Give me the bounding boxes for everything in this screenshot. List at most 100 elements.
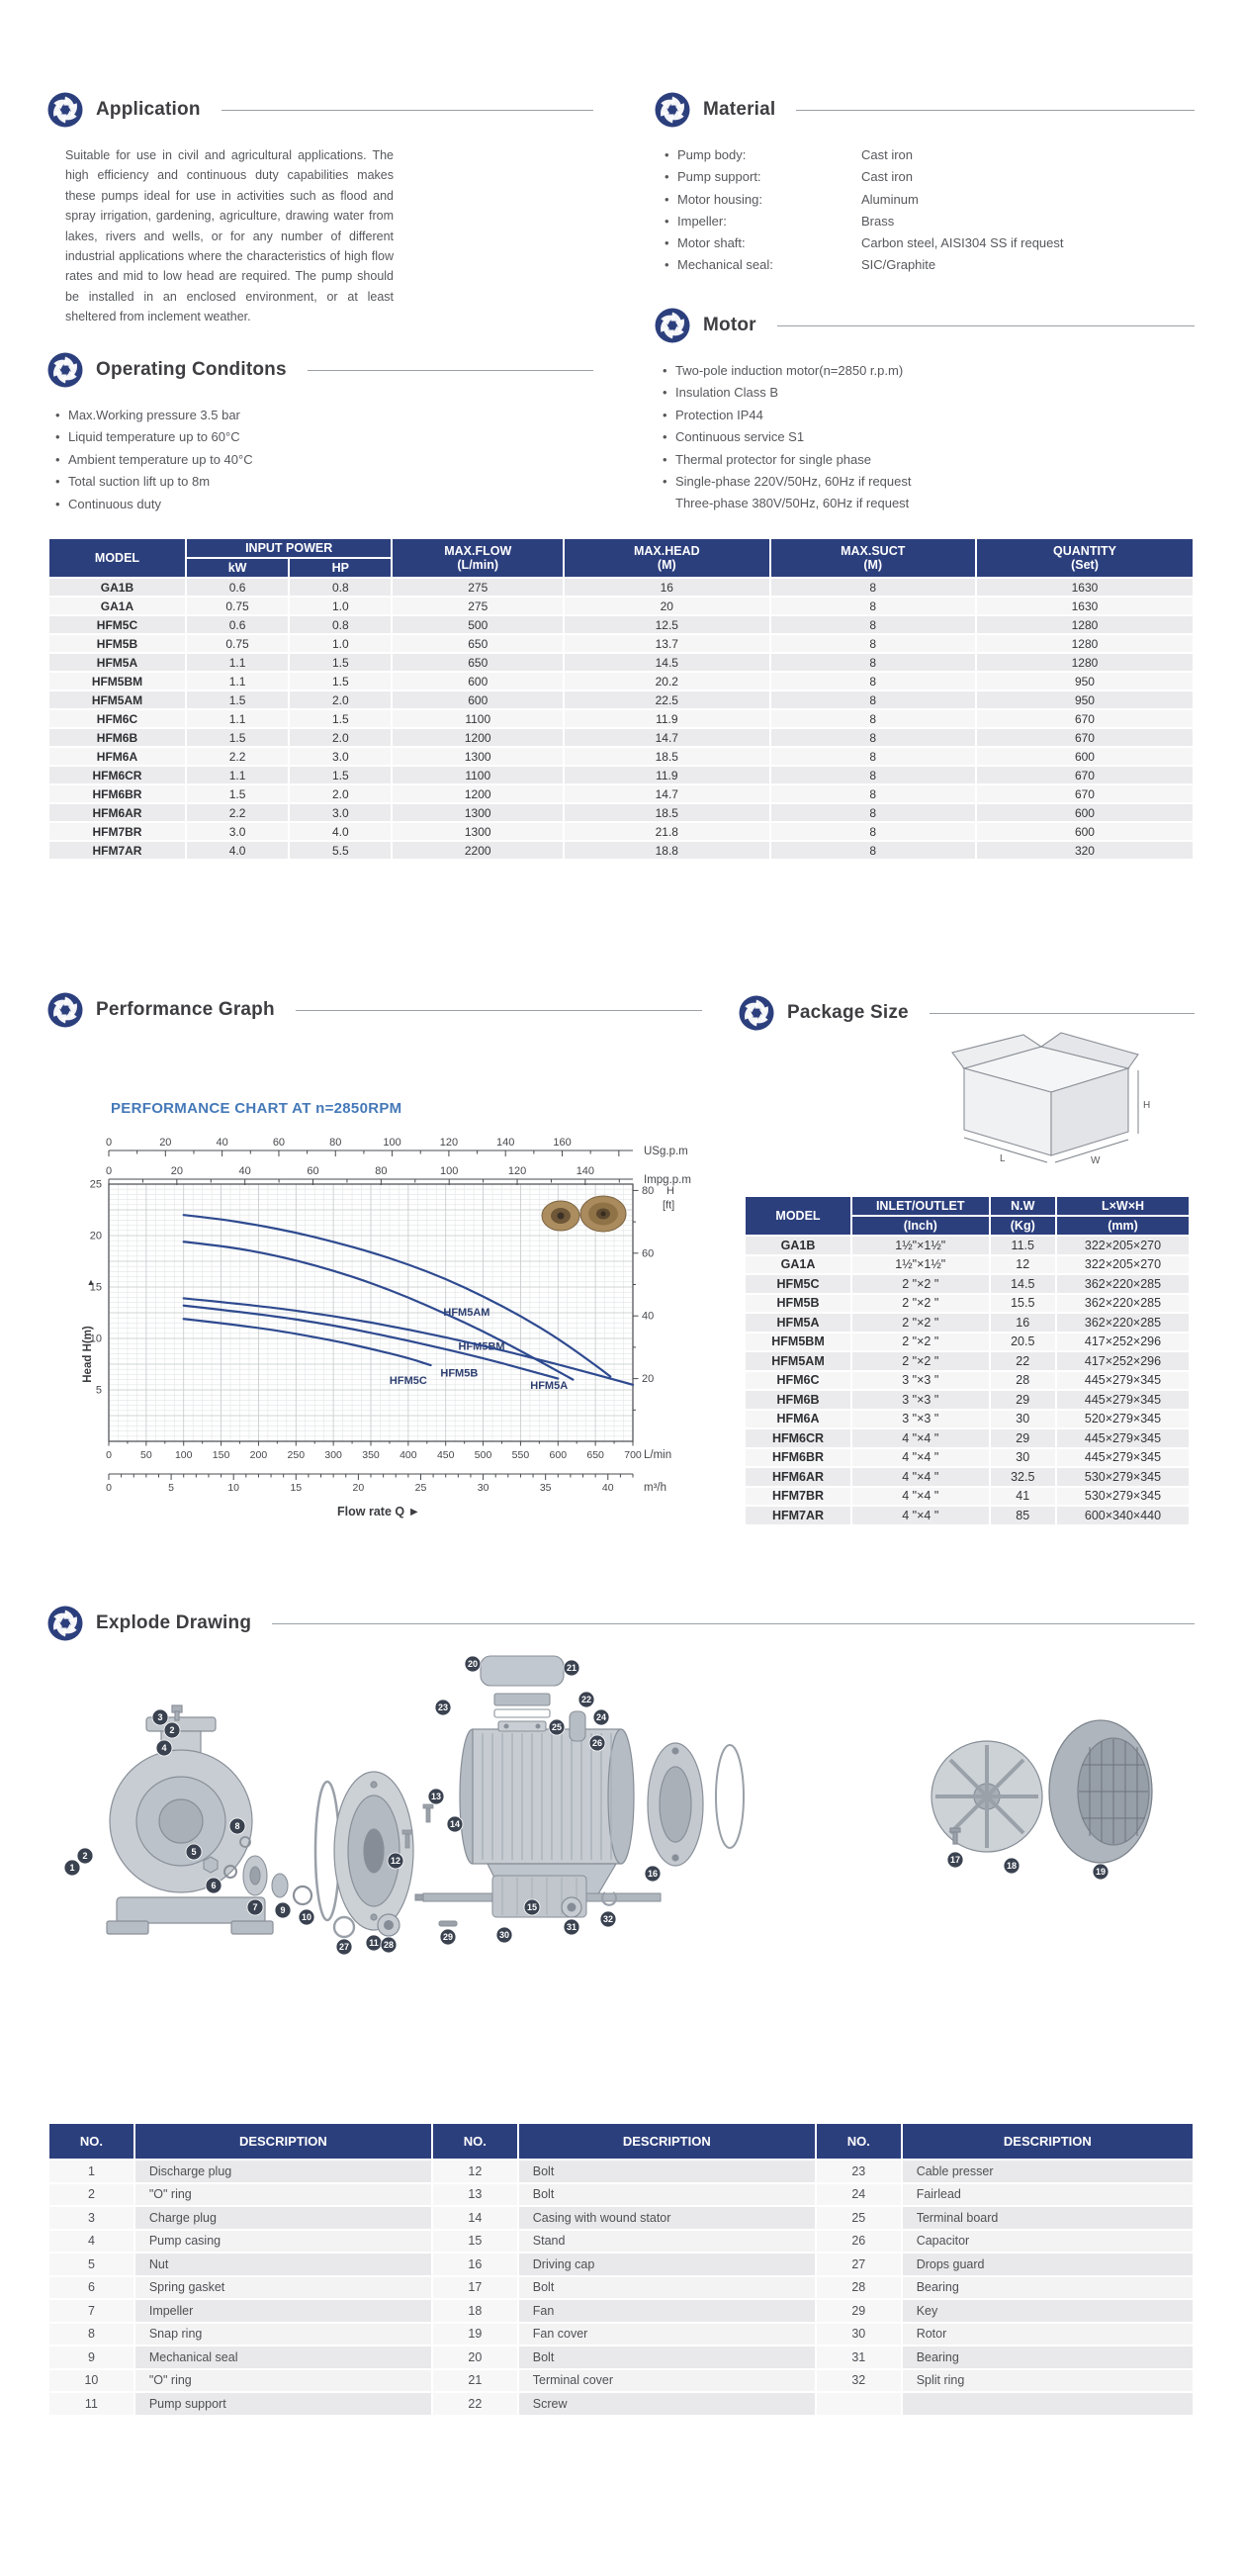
impeller-logo-icon [739,995,774,1031]
model-cell: HFM6A [47,746,187,767]
parts-table-body: 1 Discharge plug 12 Bolt 23 Cable presser 2 "O"… [47,2159,1196,2417]
value-cell: 22 [988,1350,1057,1372]
fan-cover-part [1048,1719,1153,1864]
part-desc-cell: Bolt [516,2159,817,2184]
dim-line-l [963,1137,1048,1163]
model-cell: HFM5BM [47,671,187,691]
svg-text:4: 4 [161,1743,166,1753]
material-value: Cast iron [861,147,914,162]
svg-text:0: 0 [106,1165,112,1177]
model-cell: HFM6AR [744,1466,852,1488]
part-badge-26: 26 [588,1734,606,1752]
value-cell: 1280 [974,633,1196,654]
value-cell: 8 [768,783,977,804]
value-cell: 322×205×270 [1055,1253,1191,1275]
section-header: Explode Drawing [47,1606,1195,1641]
value-cell: 670 [974,765,1196,785]
svg-text:10: 10 [90,1334,102,1345]
motor-item: Thermal protector for single phase [663,449,1195,472]
table-row: 11 Pump support 22 Screw [47,2391,1196,2417]
value-cell: 1.5 [184,783,291,804]
operating-item: Ambient temperature up to 40°C [55,449,593,472]
svg-text:120: 120 [440,1137,458,1149]
value-cell: 2.0 [288,783,394,804]
svg-text:60: 60 [307,1165,318,1177]
part-desc-cell: Capacitor [900,2228,1196,2254]
parts-list-table-wrap: NO. DESCRIPTION NO. DESCRIPTION NO. DESCRIPTI… [47,2122,1196,2417]
part-badge-32: 32 [599,1910,617,1928]
brass-impeller-photo [541,1195,627,1233]
part-desc-cell: Bearing [900,2345,1196,2370]
table-row: HFM6A 3 "×3 " 30 520×279×345 [744,1408,1191,1429]
value-cell: 362×220×285 [1055,1273,1191,1295]
value-cell: 29 [988,1427,1057,1449]
motor-list: Two-pole induction motor(n=2850 r.p.m)In… [663,360,1195,515]
part-desc-cell: Fan cover [516,2321,817,2346]
part-badge-12: 12 [387,1852,404,1870]
box-side [1050,1067,1129,1156]
material-item: Impeller:Brass [665,211,1195,233]
part-desc-cell: Nut [133,2252,433,2277]
table-row: HFM6CR 4 "×4 " 29 445×279×345 [744,1427,1191,1449]
curve-HFM5A [182,1297,635,1386]
value-cell: 8 [768,840,977,861]
value-cell: 4.0 [184,840,291,861]
value-cell: 650 [391,633,566,654]
value-cell: 11.9 [563,708,771,729]
material-item: Pump body:Cast iron [665,144,1195,167]
part-badge-22: 22 [577,1691,595,1708]
part-badge-2: 2 [163,1721,181,1739]
col-header-input-power: INPUT POWER [184,537,394,559]
material-label: Pump support: [665,166,861,189]
part-badge-10: 10 [298,1908,315,1926]
part-badge-15: 15 [523,1898,541,1916]
svg-text:2: 2 [82,1851,87,1861]
svg-text:15: 15 [527,1902,537,1912]
motor-item: Two-pole induction motor(n=2850 r.p.m) [663,360,1195,383]
svg-text:140: 140 [577,1165,594,1177]
table-row: 10 "O" ring 21 Terminal cover 32 Split ring [47,2367,1196,2393]
model-cell: HFM5A [744,1312,852,1334]
value-cell: 3 "×3 " [850,1389,991,1411]
ruler-L/min: 0 50 100 150 200 250 300 350 400 450 500 550 600 650 7… [106,1441,671,1461]
motor-stator-part [459,1728,635,1865]
value-cell: 2 "×2 " [850,1292,991,1314]
curve-label-HFM5C: HFM5C [390,1375,427,1387]
value-cell: 1280 [974,614,1196,635]
section-header: Motor [655,308,1195,343]
svg-text:H: H [666,1185,674,1197]
svg-text:20: 20 [468,1659,478,1669]
part-no-cell [814,2391,903,2417]
part-no-cell: 20 [430,2345,519,2370]
value-cell: 8 [768,596,977,616]
part-desc-cell [900,2391,1196,2417]
value-cell: 0.75 [184,633,291,654]
value-cell: 600 [974,821,1196,842]
value-cell: 1½"×1½" [850,1235,991,1256]
value-cell: 2.0 [288,727,394,748]
part-badge-28: 28 [380,1936,398,1954]
model-cell: HFM5AM [47,690,187,710]
value-cell: 600 [974,746,1196,767]
table-row: HFM6A 2.2 3.0 1300 18.5 8 600 [47,746,1196,767]
svg-text:0: 0 [106,1482,112,1494]
part-no-cell: 23 [814,2159,903,2184]
value-cell: 11.9 [563,765,771,785]
part-badge-27: 27 [335,1938,353,1956]
value-cell: 1½"×1½" [850,1253,991,1275]
svg-text:550: 550 [512,1449,530,1461]
col-unit-kg: (Kg) [988,1215,1057,1237]
part-badge-9: 9 [274,1901,292,1919]
value-cell: 417×252×296 [1055,1350,1191,1372]
svg-text:40: 40 [217,1137,228,1149]
part-desc-cell: Split ring [900,2367,1196,2393]
package-size-table: MODEL INLET/OUTLET N.W L×W×H (Inch) (Kg) (mm) … [744,1195,1191,1526]
part-badge-3: 3 [151,1708,169,1726]
col-header-name: QUANTITY [1053,544,1116,558]
table-row: HFM5AM 2 "×2 " 22 417×252×296 [744,1350,1191,1372]
value-cell: 445×279×345 [1055,1427,1191,1449]
section-title: Performance Graph [96,999,275,1020]
part-no-cell: 1 [47,2159,135,2184]
model-cell: HFM5A [47,652,187,673]
